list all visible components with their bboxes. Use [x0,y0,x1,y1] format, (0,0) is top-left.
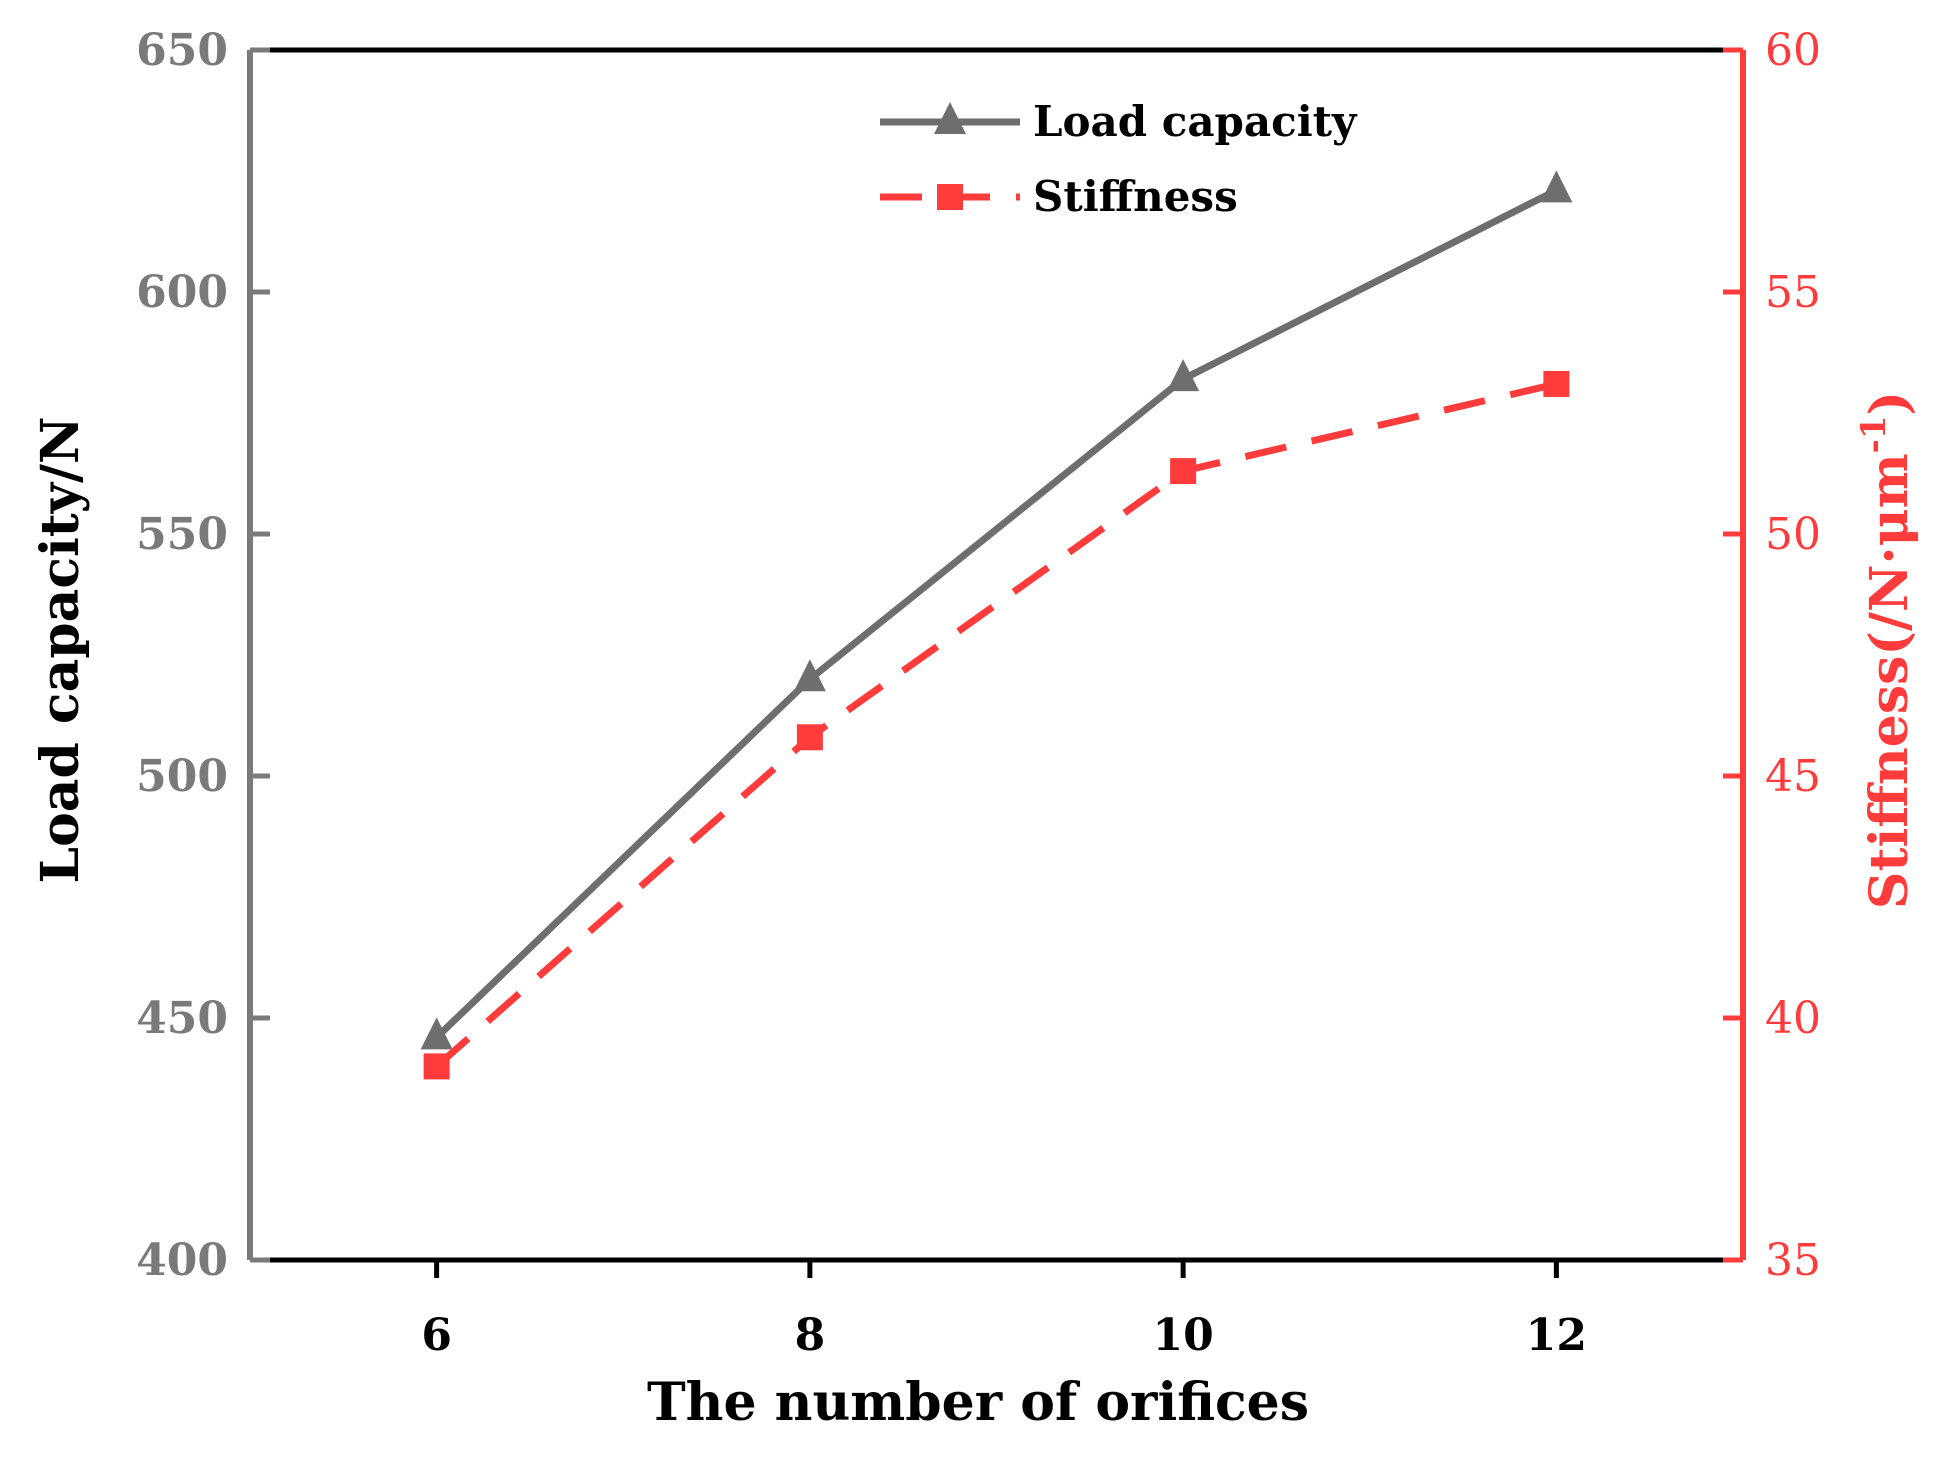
series-group [420,170,1573,1080]
left-axis-ticks: 400 450 500 550 600 650 [136,25,270,1286]
x-axis-title: The number of orifices [647,1372,1309,1433]
right-tick-label: 45 [1765,751,1821,802]
load-capacity-point [1540,170,1573,203]
left-tick-label: 550 [136,509,228,560]
load-capacity-point [1167,359,1200,392]
load-capacity-line [434,187,1558,1040]
stiffness-point [1170,458,1197,485]
axes [247,47,1746,1263]
legend: Load capacity Stiffness [880,97,1358,221]
right-tick-label: 50 [1765,509,1821,560]
legend-marker-load-capacity [934,102,966,134]
x-axis-ticks: 6 8 10 12 [421,1260,1587,1361]
legend-label-load-capacity: Load capacity [1033,97,1358,146]
left-tick-label: 450 [136,993,228,1044]
load-capacity-point [793,659,826,692]
load-capacity-point [420,1017,453,1050]
right-tick-label: 55 [1765,267,1821,318]
x-tick-label: 8 [795,1310,826,1361]
stiffness-point [423,1053,450,1080]
left-tick-label: 500 [136,751,228,802]
stiffness-line [434,380,1558,1070]
legend-label-stiffness: Stiffness [1033,172,1238,221]
left-tick-label: 650 [136,25,228,76]
legend-marker-stiffness [937,184,963,210]
left-axis-title: Load capacity/N [30,417,91,884]
series-stiffness [423,370,1570,1080]
stiffness-point [796,724,823,751]
x-tick-label: 10 [1153,1310,1214,1361]
right-tick-label: 60 [1765,25,1821,76]
right-tick-label: 40 [1765,993,1821,1044]
x-tick-label: 12 [1526,1310,1587,1361]
left-tick-label: 600 [136,267,228,318]
right-axis-title: Stiffness(/N·μm-1) [1854,391,1920,909]
right-axis-title-superscript: -1 [1854,416,1894,454]
right-tick-label: 35 [1765,1235,1821,1286]
right-axis-ticks: 35 40 45 50 55 60 [1723,25,1821,1286]
stiffness-point [1543,370,1570,397]
x-tick-label: 6 [421,1310,452,1361]
series-load-capacity [420,170,1573,1050]
left-tick-label: 400 [136,1235,228,1286]
